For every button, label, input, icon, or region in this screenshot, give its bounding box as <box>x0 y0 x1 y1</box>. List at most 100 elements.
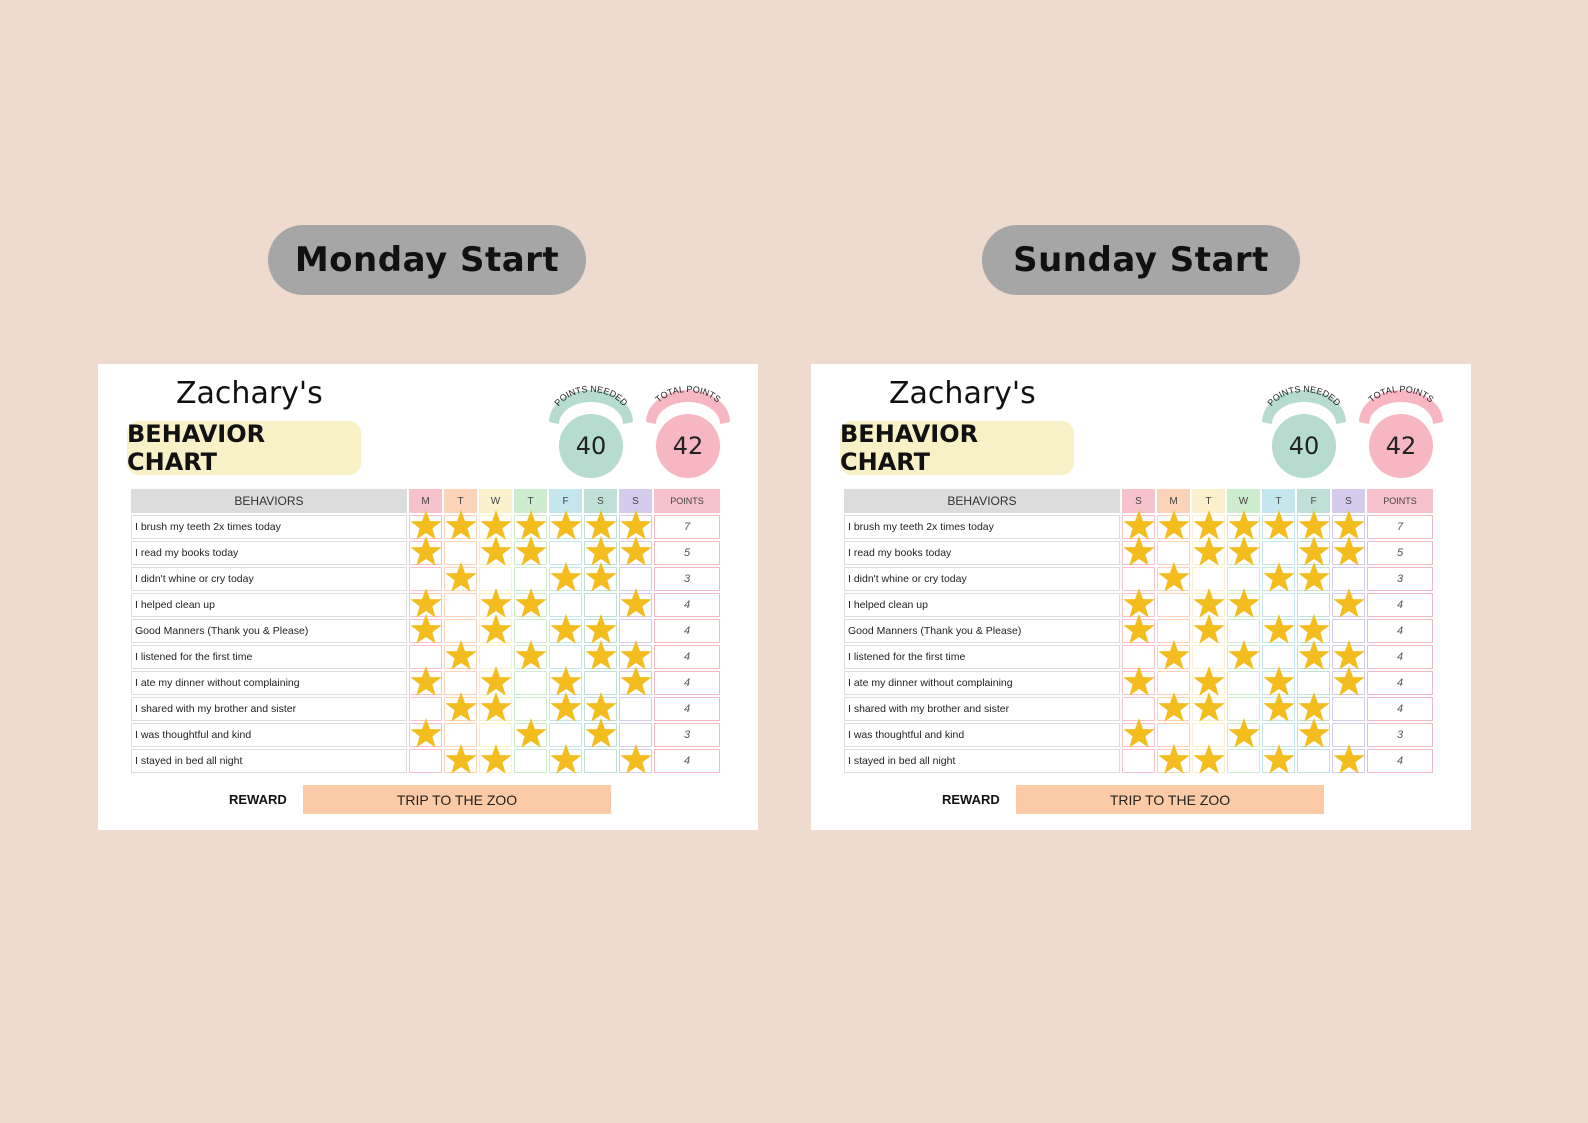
day-cell[interactable] <box>1157 692 1190 722</box>
day-cell[interactable] <box>1332 510 1365 540</box>
day-cell[interactable] <box>409 588 442 618</box>
day-cell[interactable] <box>1227 619 1260 643</box>
day-cell[interactable] <box>619 723 652 747</box>
day-cell[interactable] <box>1192 588 1225 618</box>
day-cell[interactable] <box>619 510 652 540</box>
day-cell[interactable] <box>1332 567 1365 591</box>
day-cell[interactable] <box>1122 614 1155 644</box>
day-cell[interactable] <box>584 640 617 670</box>
day-cell[interactable] <box>1262 562 1295 592</box>
day-cell[interactable] <box>1157 541 1190 565</box>
day-cell[interactable] <box>1157 593 1190 617</box>
day-cell[interactable] <box>1122 536 1155 566</box>
day-cell[interactable] <box>619 666 652 696</box>
day-cell[interactable] <box>1227 671 1260 695</box>
day-cell[interactable] <box>1122 749 1155 773</box>
day-cell[interactable] <box>1192 536 1225 566</box>
day-cell[interactable] <box>1227 749 1260 773</box>
day-cell[interactable] <box>409 749 442 773</box>
day-cell[interactable] <box>479 645 512 669</box>
day-cell[interactable] <box>444 541 477 565</box>
day-cell[interactable] <box>619 744 652 774</box>
day-cell[interactable] <box>1122 666 1155 696</box>
day-cell[interactable] <box>444 510 477 540</box>
day-cell[interactable] <box>479 614 512 644</box>
day-cell[interactable] <box>479 567 512 591</box>
day-cell[interactable] <box>1157 562 1190 592</box>
day-cell[interactable] <box>514 588 547 618</box>
day-cell[interactable] <box>479 723 512 747</box>
day-cell[interactable] <box>1262 666 1295 696</box>
day-cell[interactable] <box>584 593 617 617</box>
day-cell[interactable] <box>514 640 547 670</box>
day-cell[interactable] <box>619 536 652 566</box>
day-cell[interactable] <box>1332 588 1365 618</box>
day-cell[interactable] <box>1157 671 1190 695</box>
day-cell[interactable] <box>479 666 512 696</box>
day-cell[interactable] <box>1332 619 1365 643</box>
day-cell[interactable] <box>1122 718 1155 748</box>
day-cell[interactable] <box>444 593 477 617</box>
day-cell[interactable] <box>1297 671 1330 695</box>
day-cell[interactable] <box>444 671 477 695</box>
day-cell[interactable] <box>1157 723 1190 747</box>
day-cell[interactable] <box>1122 697 1155 721</box>
day-cell[interactable] <box>1122 588 1155 618</box>
day-cell[interactable] <box>1262 723 1295 747</box>
day-cell[interactable] <box>584 536 617 566</box>
day-cell[interactable] <box>1157 619 1190 643</box>
day-cell[interactable] <box>409 614 442 644</box>
day-cell[interactable] <box>1227 718 1260 748</box>
day-cell[interactable] <box>1297 718 1330 748</box>
day-cell[interactable] <box>1192 510 1225 540</box>
day-cell[interactable] <box>1262 593 1295 617</box>
day-cell[interactable] <box>584 562 617 592</box>
day-cell[interactable] <box>1192 567 1225 591</box>
day-cell[interactable] <box>1297 614 1330 644</box>
day-cell[interactable] <box>1227 640 1260 670</box>
day-cell[interactable] <box>514 749 547 773</box>
day-cell[interactable] <box>1262 645 1295 669</box>
day-cell[interactable] <box>584 749 617 773</box>
day-cell[interactable] <box>584 718 617 748</box>
day-cell[interactable] <box>1332 723 1365 747</box>
day-cell[interactable] <box>479 692 512 722</box>
day-cell[interactable] <box>1297 640 1330 670</box>
day-cell[interactable] <box>1227 567 1260 591</box>
day-cell[interactable] <box>1262 541 1295 565</box>
day-cell[interactable] <box>479 510 512 540</box>
day-cell[interactable] <box>1297 593 1330 617</box>
day-cell[interactable] <box>514 671 547 695</box>
day-cell[interactable] <box>444 744 477 774</box>
day-cell[interactable] <box>514 619 547 643</box>
day-cell[interactable] <box>1157 640 1190 670</box>
day-cell[interactable] <box>1227 536 1260 566</box>
day-cell[interactable] <box>1122 567 1155 591</box>
day-cell[interactable] <box>584 614 617 644</box>
day-cell[interactable] <box>1192 744 1225 774</box>
day-cell[interactable] <box>549 541 582 565</box>
day-cell[interactable] <box>619 697 652 721</box>
day-cell[interactable] <box>1122 510 1155 540</box>
day-cell[interactable] <box>479 744 512 774</box>
day-cell[interactable] <box>514 697 547 721</box>
day-cell[interactable] <box>1332 666 1365 696</box>
day-cell[interactable] <box>1192 645 1225 669</box>
day-cell[interactable] <box>619 588 652 618</box>
day-cell[interactable] <box>549 666 582 696</box>
day-cell[interactable] <box>1297 562 1330 592</box>
day-cell[interactable] <box>1227 697 1260 721</box>
day-cell[interactable] <box>409 536 442 566</box>
day-cell[interactable] <box>444 619 477 643</box>
day-cell[interactable] <box>479 588 512 618</box>
day-cell[interactable] <box>549 744 582 774</box>
day-cell[interactable] <box>514 536 547 566</box>
day-cell[interactable] <box>1297 510 1330 540</box>
day-cell[interactable] <box>1297 536 1330 566</box>
day-cell[interactable] <box>1297 692 1330 722</box>
day-cell[interactable] <box>1332 536 1365 566</box>
day-cell[interactable] <box>444 723 477 747</box>
day-cell[interactable] <box>444 692 477 722</box>
day-cell[interactable] <box>479 536 512 566</box>
day-cell[interactable] <box>584 692 617 722</box>
